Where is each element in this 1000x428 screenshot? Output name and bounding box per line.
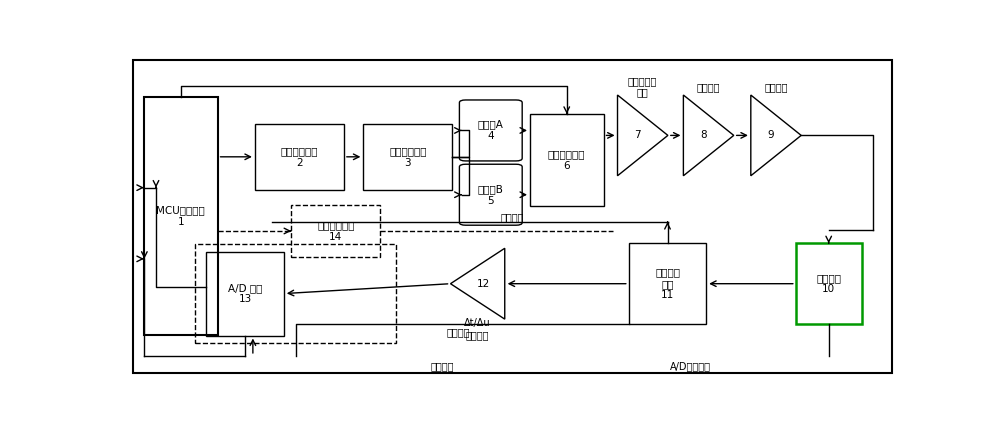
Text: 发送驱动电路
2: 发送驱动电路 2 [281,146,318,168]
Bar [629,244,706,324]
Text: 放大电路: 放大电路 [697,82,720,92]
Text: 整形电路: 整形电路 [764,82,788,92]
Bar [363,124,452,190]
Text: 7: 7 [634,131,641,140]
Text: 控制信号: 控制信号 [431,361,454,371]
Text: 8: 8 [700,131,707,140]
Text: 12: 12 [476,279,490,289]
Text: 参考电压: 参考电压 [501,212,524,222]
Text: 控制信号: 控制信号 [446,327,470,337]
Text: 放大、滤波
电路: 放大、滤波 电路 [628,76,657,98]
Bar [255,124,344,190]
Text: 积分控制
开关
11: 积分控制 开关 11 [655,267,680,300]
Text: A/D 模块
13: A/D 模块 13 [228,283,262,304]
Text: Δt/Δu
积分电路: Δt/Δu 积分电路 [464,318,491,340]
Text: 鉴相电路
10: 鉴相电路 10 [816,273,841,294]
Bar [206,252,284,336]
Bar [796,244,862,324]
Bar [530,114,604,206]
Text: A/D启动信号: A/D启动信号 [670,361,711,371]
Text: 标准延时模块
14: 标准延时模块 14 [317,220,355,242]
Bar [195,244,396,343]
Text: 发送切换开关
3: 发送切换开关 3 [389,146,427,168]
Text: 接收切换开关
6: 接收切换开关 6 [548,149,586,171]
Text: 换能器B
5: 换能器B 5 [478,184,504,205]
Bar [291,205,380,256]
Bar [144,98,218,335]
Text: MCU控制单元
1: MCU控制单元 1 [156,205,205,227]
Text: 换能器A
4: 换能器A 4 [478,120,504,141]
Text: 9: 9 [768,131,774,140]
